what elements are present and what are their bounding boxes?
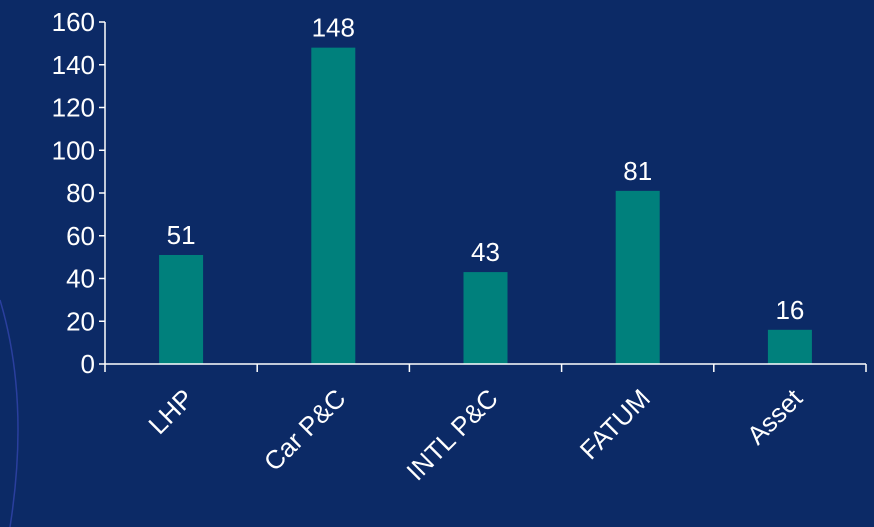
bars-group (159, 47, 812, 365)
y-tick-label: 100 (52, 135, 95, 165)
y-tick-label: 60 (66, 221, 95, 251)
y-tick-label: 80 (66, 178, 95, 208)
bar (767, 329, 812, 364)
y-tick-label: 120 (52, 93, 95, 123)
data-label: 16 (775, 295, 804, 325)
category-label: FATUM (574, 383, 656, 465)
category-label: INTL P&C (400, 383, 503, 486)
y-tick-label: 20 (66, 306, 95, 336)
bar (311, 47, 356, 365)
data-label: 51 (167, 220, 196, 250)
y-tick-label: 140 (52, 50, 95, 80)
y-tick-label: 0 (81, 349, 95, 379)
bar (615, 190, 660, 364)
x-axis (104, 363, 867, 372)
y-tick-label: 40 (66, 264, 95, 294)
category-label: Car P&C (258, 383, 352, 477)
y-tick-label: 160 (52, 7, 95, 37)
bar (463, 272, 508, 364)
data-labels-group: 51 148 43 81 16 (167, 13, 805, 325)
category-label: LHP (142, 383, 199, 440)
bar (159, 254, 204, 364)
decorative-arc (0, 299, 19, 527)
category-labels-group: LHP Car P&C INTL P&C FATUM Asset (142, 382, 808, 486)
y-axis: 0 20 40 60 80 100 120 140 160 (52, 7, 106, 379)
data-label: 43 (471, 237, 500, 267)
data-label: 148 (312, 13, 355, 43)
category-label: Asset (741, 382, 809, 450)
data-label: 81 (623, 156, 652, 186)
